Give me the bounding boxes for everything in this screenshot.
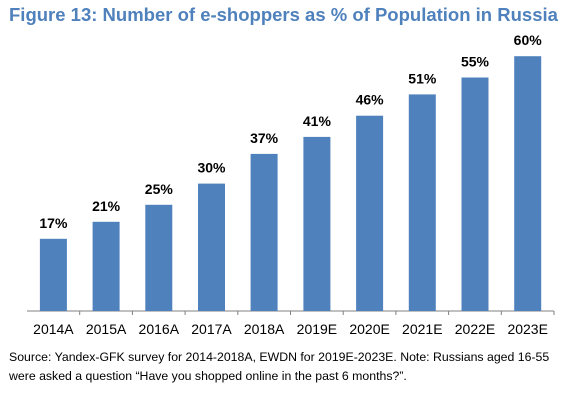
x-tick-label: 2020E	[349, 321, 389, 337]
data-label: 60%	[514, 32, 543, 48]
x-tick-label: 2023E	[507, 321, 547, 337]
x-tick-label: 2018A	[244, 321, 285, 337]
data-label: 25%	[145, 181, 174, 197]
data-label: 55%	[461, 54, 490, 70]
bar	[461, 77, 489, 311]
bar	[356, 115, 384, 311]
x-tick-label: 2022E	[455, 321, 495, 337]
bar	[145, 204, 173, 311]
chart-title: Figure 13: Number of e-shoppers as % of …	[9, 4, 558, 25]
x-tick-label: 2021E	[402, 321, 442, 337]
x-tick-label: 2015A	[86, 321, 127, 337]
bar	[303, 136, 331, 311]
data-label: 21%	[92, 198, 121, 214]
bar	[250, 153, 278, 311]
x-tick-label: 2016A	[139, 321, 180, 337]
data-label: 51%	[408, 70, 437, 86]
source-note: Source: Yandex-GFK survey for 2014-2018A…	[9, 350, 550, 383]
bar	[514, 56, 542, 312]
bar	[408, 94, 436, 312]
data-label: 37%	[250, 130, 279, 146]
data-label: 17%	[39, 215, 68, 231]
x-tick-label: 2019E	[297, 321, 337, 337]
data-label: 41%	[303, 113, 332, 129]
data-label: 30%	[197, 160, 226, 176]
x-tick-label: 2014A	[33, 321, 74, 337]
bar	[198, 183, 225, 311]
x-tick-label: 2017A	[191, 321, 232, 337]
data-label: 46%	[356, 92, 385, 108]
bar	[39, 238, 67, 311]
bar	[92, 221, 120, 311]
